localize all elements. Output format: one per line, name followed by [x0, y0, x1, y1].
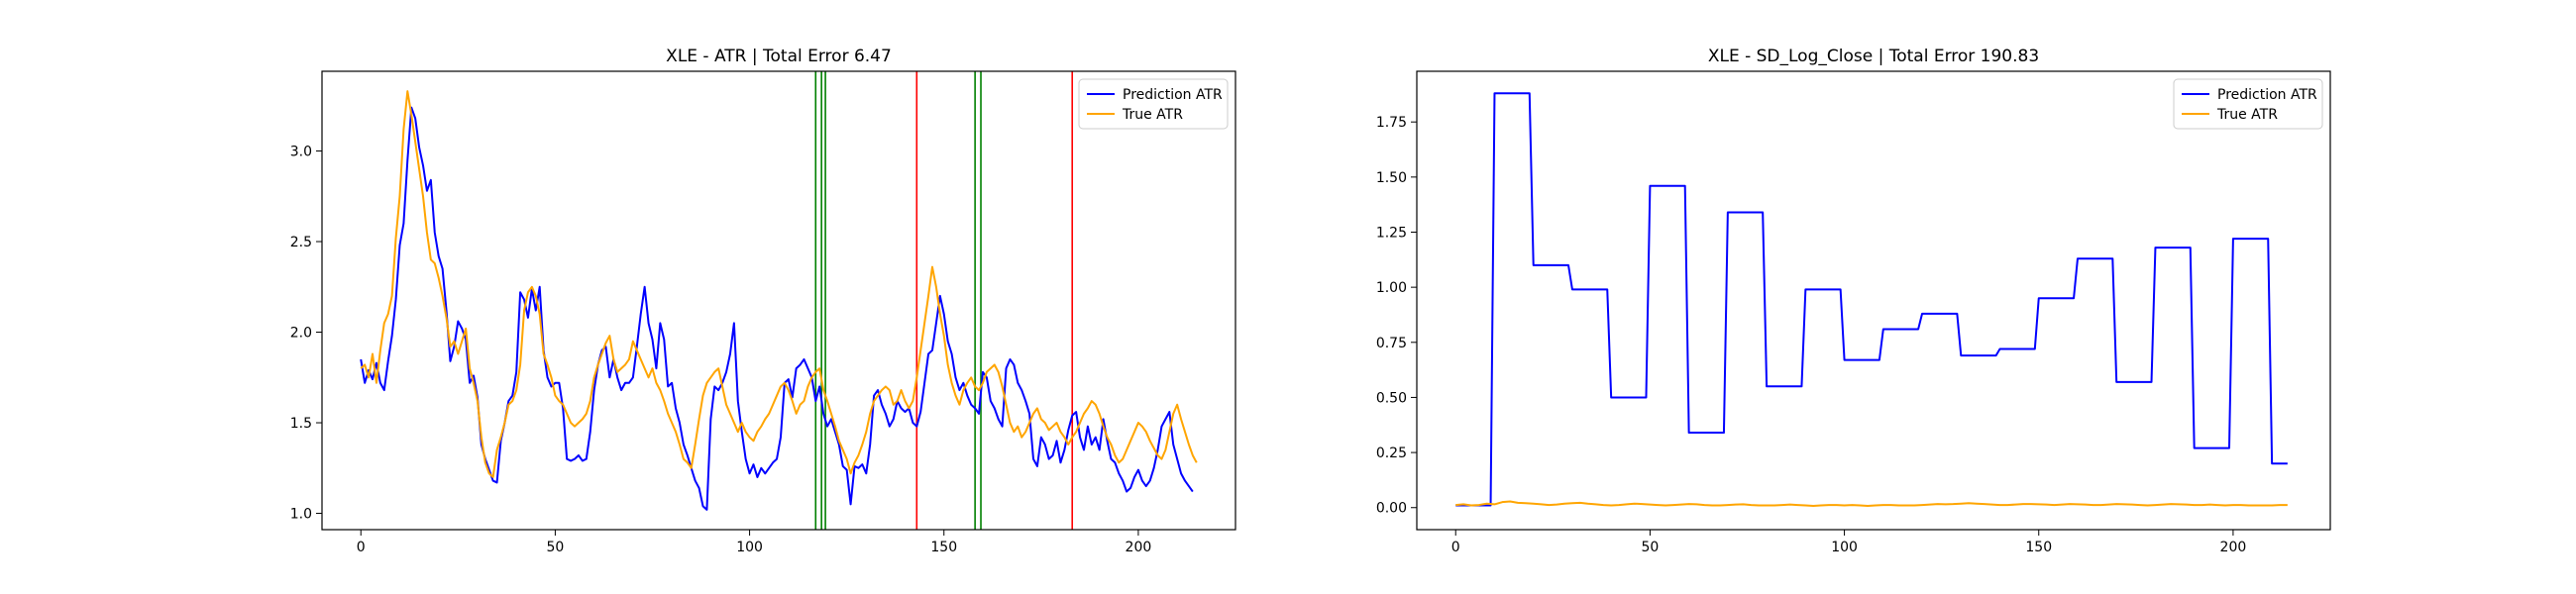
chart-title: XLE - SD_Log_Close | Total Error 190.83: [1708, 47, 2039, 66]
series-line-2: [1455, 500, 2288, 507]
plot-area: [1417, 71, 2330, 530]
y-tick-label: 2.5: [290, 235, 312, 250]
y-tick-label: 1.25: [1376, 225, 1407, 241]
x-tick-label: 0: [1451, 540, 1460, 555]
y-tick-label: 0.50: [1376, 390, 1407, 406]
chart-title: XLE - ATR | Total Error 6.47: [666, 47, 892, 66]
y-tick-label: 1.50: [1376, 170, 1407, 186]
y-tick-label: 1.75: [1376, 115, 1407, 131]
y-tick-label: 3.0: [290, 145, 312, 160]
legend-label: True ATR: [1122, 107, 1183, 123]
axes-frame: [321, 70, 1236, 531]
x-tick-label: 0: [357, 540, 366, 555]
legend-label: Prediction ATR: [2217, 87, 2317, 103]
legend-box: [2173, 78, 2323, 130]
plot-area: [322, 71, 1235, 530]
x-tick-label: 150: [2025, 540, 2052, 555]
y-tick-label: 1.00: [1376, 280, 1407, 296]
x-tick-label: 100: [1831, 540, 1858, 555]
series-line-1: [1455, 92, 2288, 507]
axes-frame: [1416, 70, 2331, 531]
y-tick-label: 1.5: [290, 416, 312, 432]
x-tick-label: 150: [930, 540, 957, 555]
legend-label: True ATR: [2216, 107, 2278, 123]
y-tick-label: 2.0: [290, 326, 312, 342]
chart-panel-1: XLE - ATR | Total Error 6.47 0 50 100 150 200…: [290, 47, 1236, 555]
series-line-2: [360, 90, 1198, 478]
y-tick-label: 0.75: [1376, 336, 1407, 351]
x-tick-label: 50: [1641, 540, 1659, 555]
y-tick-label: 0.25: [1376, 446, 1407, 461]
x-tick-label: 200: [2220, 540, 2247, 555]
legend: Prediction ATR True ATR: [1078, 78, 1229, 130]
x-tick-label: 100: [736, 540, 763, 555]
legend-box: [1078, 78, 1229, 130]
x-tick-label: 50: [546, 540, 564, 555]
y-tick-label: 0.00: [1376, 501, 1407, 517]
legend: Prediction ATR True ATR: [2173, 78, 2323, 130]
x-tick-label: 200: [1126, 540, 1152, 555]
series-line-1: [360, 106, 1194, 511]
chart-panel-2: XLE - SD_Log_Close | Total Error 190.83 0…: [1376, 47, 2331, 555]
y-tick-label: 1.0: [290, 507, 312, 523]
legend-label: Prediction ATR: [1123, 87, 1223, 103]
